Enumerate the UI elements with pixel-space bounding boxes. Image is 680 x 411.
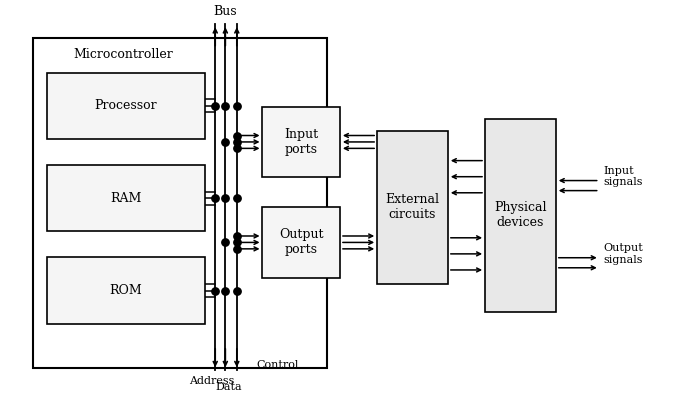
Point xyxy=(231,102,242,109)
Text: Input
ports: Input ports xyxy=(284,128,318,156)
Point xyxy=(231,139,242,145)
Point xyxy=(220,239,231,246)
Text: RAM: RAM xyxy=(110,192,141,205)
Bar xyxy=(485,119,556,312)
Point xyxy=(231,287,242,294)
Point xyxy=(220,139,231,145)
Text: Output
ports: Output ports xyxy=(279,229,324,256)
Point xyxy=(231,195,242,201)
Bar xyxy=(47,73,205,139)
Text: Physical
devices: Physical devices xyxy=(494,201,547,229)
Point xyxy=(220,195,231,201)
Text: Address: Address xyxy=(189,376,235,386)
Bar xyxy=(47,165,205,231)
Point xyxy=(231,132,242,139)
Text: Bus: Bus xyxy=(214,5,237,18)
Point xyxy=(220,287,231,294)
Text: Data: Data xyxy=(216,382,242,392)
Point xyxy=(231,239,242,246)
Text: Processor: Processor xyxy=(95,99,157,112)
Bar xyxy=(262,107,340,177)
Point xyxy=(210,102,221,109)
Point xyxy=(210,287,221,294)
Point xyxy=(210,195,221,201)
Bar xyxy=(262,207,340,277)
Text: ROM: ROM xyxy=(109,284,142,297)
Point xyxy=(231,233,242,239)
Bar xyxy=(377,131,448,284)
Text: External
circuits: External circuits xyxy=(386,193,439,221)
Point xyxy=(231,145,242,152)
Point xyxy=(220,102,231,109)
Text: Input
signals: Input signals xyxy=(603,166,643,187)
Bar xyxy=(47,258,205,324)
Text: Control: Control xyxy=(256,360,299,370)
Text: Microcontroller: Microcontroller xyxy=(73,48,173,62)
Point xyxy=(231,245,242,252)
Text: Output
signals: Output signals xyxy=(603,243,643,265)
Bar xyxy=(33,39,326,368)
